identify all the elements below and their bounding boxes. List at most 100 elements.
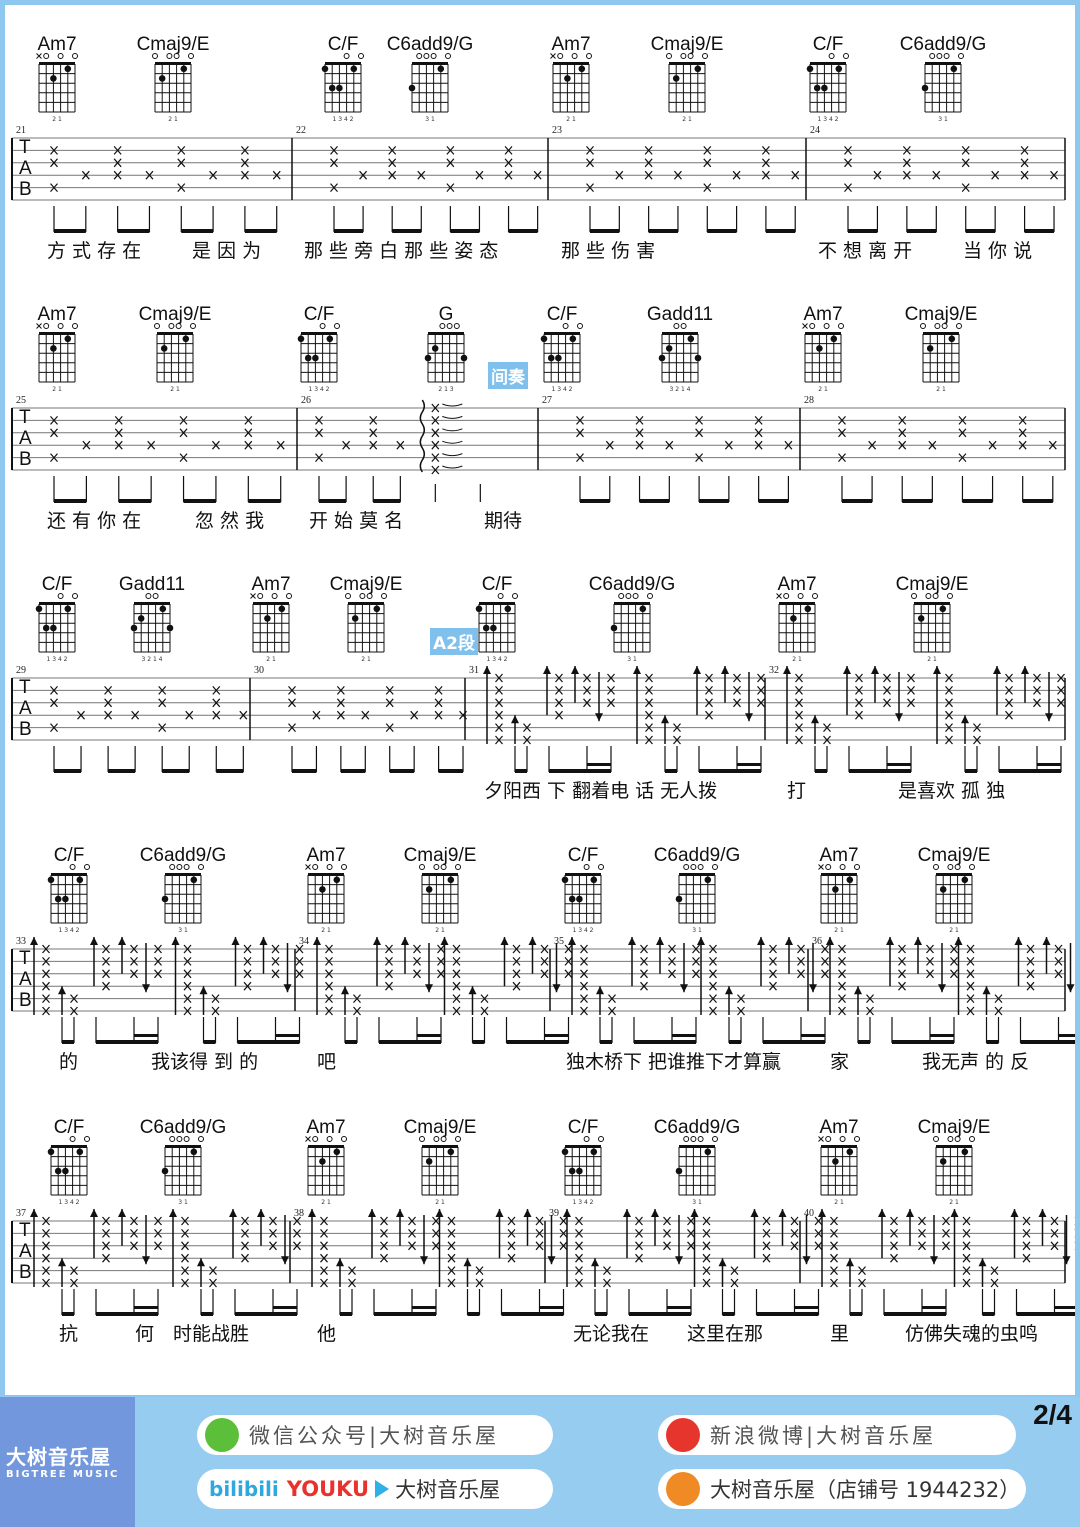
- finger-dot: [62, 1167, 69, 1175]
- muted-note: [663, 1216, 671, 1226]
- muted-note: [1022, 1241, 1031, 1251]
- muted-note: [369, 416, 378, 425]
- muted-note: [703, 158, 712, 168]
- muted-note: [42, 1216, 50, 1226]
- strum-up-arrow-head: [982, 986, 991, 995]
- chord-diagram: Gadd11 3 2 1 4: [119, 574, 185, 663]
- muted-note: [958, 416, 967, 425]
- muted-note: [241, 1241, 249, 1251]
- muted-note: [575, 1229, 583, 1238]
- muted-note: [348, 1278, 356, 1288]
- chord-nut: [134, 602, 170, 605]
- note-beam: [244, 229, 277, 233]
- open-string-marker: [712, 864, 718, 870]
- chord-diagram: C6add9/G 3 1: [387, 34, 474, 123]
- wechat-badge[interactable]: 微信公众号|大树音乐屋: [197, 1415, 553, 1455]
- chord-nut: [565, 1145, 601, 1148]
- note-beam: [118, 499, 152, 503]
- finger-dot: [333, 876, 341, 884]
- muted-note: [703, 183, 712, 192]
- muted-note: [883, 698, 891, 708]
- muted-note: [580, 981, 588, 991]
- muted-note: [795, 673, 803, 683]
- muted-note: [603, 1278, 611, 1288]
- note-beam: [906, 229, 937, 233]
- open-string-marker: [43, 53, 50, 59]
- tencent-video-icon: [375, 1480, 390, 1498]
- chord-name: C6add9/G: [387, 34, 474, 55]
- taobao-badge[interactable]: 大树音乐屋（店铺号 1944232）: [658, 1469, 1026, 1509]
- muted-note: [962, 1241, 971, 1251]
- muted-note: [926, 957, 934, 966]
- finger-dot: [832, 1158, 839, 1165]
- muted-note: [898, 416, 907, 425]
- finger-dot: [568, 1167, 576, 1175]
- page-number: 2/4: [1033, 1399, 1072, 1430]
- finger-dot: [482, 624, 490, 632]
- muted-note: [814, 1229, 823, 1238]
- muted-note: [102, 944, 110, 954]
- chord-diagram: Am7 2 1: [550, 34, 592, 123]
- muted-note: [271, 969, 280, 979]
- muted-note: [890, 1216, 898, 1226]
- strum-up-arrow-head: [528, 937, 537, 945]
- muted-note: [244, 416, 253, 425]
- muted-note: [945, 673, 953, 683]
- muted-note: [315, 428, 323, 438]
- muted-note: [104, 710, 113, 720]
- muted-note: [50, 428, 58, 438]
- finger-dot: [264, 615, 271, 622]
- video-badge[interactable]: bilibili YOUKU 大树音乐屋: [197, 1469, 553, 1509]
- muted-note: [325, 969, 333, 979]
- open-string-marker: [359, 593, 366, 599]
- muted-note: [838, 981, 846, 991]
- muted-note: [709, 957, 717, 966]
- tab-clef-letter: A: [19, 698, 32, 719]
- chord-nut: [422, 1145, 458, 1148]
- muted-note: [183, 957, 192, 966]
- chord-nut: [301, 332, 337, 335]
- muted-note: [154, 944, 162, 954]
- chord-nut: [614, 602, 650, 605]
- muted-note: [102, 1241, 110, 1251]
- muted-note: [635, 1229, 643, 1238]
- muted-note: [615, 170, 624, 180]
- finger-numbers: 2 1: [818, 386, 828, 393]
- open-string-marker: [72, 53, 78, 59]
- chord-diagram: Am7 2 1: [36, 34, 78, 123]
- muted-note: [962, 1278, 971, 1288]
- muted-note: [408, 1229, 416, 1238]
- strum-up-arrow-head: [961, 715, 969, 724]
- strum-up-arrow-head: [950, 1209, 959, 1217]
- open-string-marker: [439, 323, 446, 329]
- finger-dot: [62, 895, 69, 903]
- muted-note: [447, 1241, 456, 1251]
- strum-up-arrow-head: [463, 1258, 472, 1267]
- finger-numbers: 2 1: [949, 1199, 959, 1206]
- strum-up-arrow-head: [914, 937, 922, 945]
- strum-up-arrow-head: [591, 1258, 599, 1267]
- muted-note: [533, 170, 542, 180]
- strum-up-arrow-head: [878, 1209, 886, 1217]
- muted-note: [687, 1229, 695, 1238]
- muted-note: [42, 981, 50, 991]
- muted-note: [495, 735, 503, 745]
- chord-nut: [565, 873, 601, 876]
- muted-note: [114, 416, 123, 425]
- muted-note: [504, 170, 513, 180]
- muted-note: [762, 1241, 771, 1251]
- lyric-text: 独木桥下 把谁推下才算赢: [566, 1051, 781, 1073]
- chord-diagram: C/F 1 3 4 2: [561, 1117, 604, 1206]
- open-string-marker: [954, 864, 961, 870]
- strum-up-arrow-head: [1014, 937, 1023, 945]
- weibo-badge[interactable]: 新浪微博|大树音乐屋: [658, 1415, 1016, 1455]
- chord-diagram: Cmaj9/E 2 1: [330, 574, 403, 663]
- chord-name: Cmaj9/E: [896, 574, 969, 595]
- chord-diagram: Cmaj9/E 2 1: [137, 34, 210, 123]
- muted-note: [179, 428, 188, 438]
- muted-note: [181, 1253, 189, 1263]
- strum-up-arrow-head: [368, 1209, 376, 1217]
- measure: [826, 937, 1075, 1044]
- muted-string-marker: [305, 1136, 311, 1142]
- chord-diagram: C/F 1 3 4 2: [47, 845, 90, 934]
